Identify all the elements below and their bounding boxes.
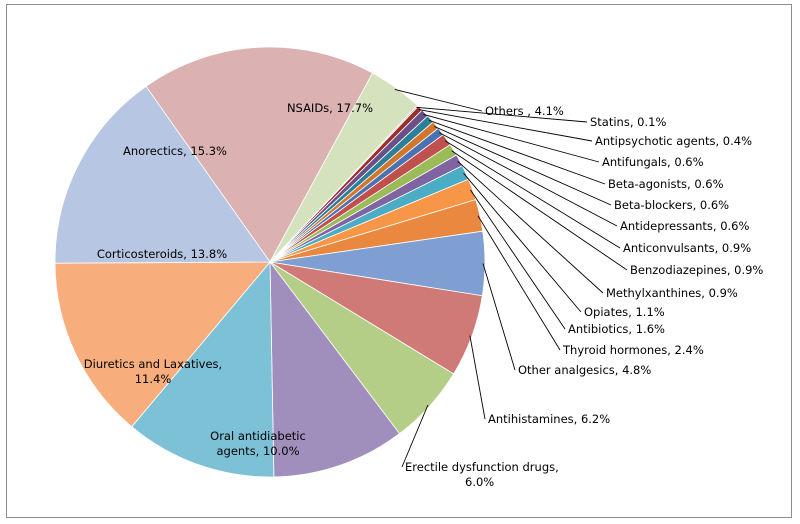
slice-label-oral-antidiabetic-agents: Oral antidiabetic agents, 10.0% [210, 429, 306, 458]
leader-line-antifungals [423, 113, 600, 163]
leader-line-other-analgesics [482, 263, 516, 371]
leader-line-antipsychotic-agents [418, 109, 593, 142]
slice-label-anorectics: Anorectics, 15.3% [123, 144, 227, 158]
slice-label-erectile-dysfunction-drugs: Erectile dysfunction drugs, 6.0% [405, 460, 559, 489]
leader-line-antibiotics [470, 189, 566, 330]
slice-label-antipsychotic-agents: Antipsychotic agents, 0.4% [595, 134, 752, 148]
slice-label-thyroid-hormones: Thyroid hormones, 2.4% [562, 343, 704, 357]
slice-label-opiates: Opiates, 1.1% [584, 305, 665, 319]
slice-label-other-analgesics: Other analgesics, 4.8% [518, 363, 651, 377]
leader-line-opiates [463, 173, 582, 313]
pie-slice-diuretics-and-laxatives [131, 260, 275, 478]
leader-line-anticonvulsants [444, 140, 621, 249]
pie-slice-corticosteroids [54, 261, 271, 428]
pie-slice-anorectics [54, 85, 271, 264]
slice-label-nsaids: NSAIDs, 17.7% [287, 101, 373, 115]
leader-line-benzodiazepines [451, 150, 628, 271]
leader-line-others [394, 88, 483, 112]
slice-label-antidepressants: Antidepressants, 0.6% [620, 219, 750, 233]
slice-label-beta-blockers: Beta-blockers, 0.6% [614, 198, 729, 212]
pie-slice-oral-antidiabetic-agents [269, 260, 401, 478]
leader-line-beta-agonists [428, 119, 606, 185]
slice-label-others: Others , 4.1% [485, 104, 564, 118]
leader-line-statins [416, 106, 588, 123]
leader-line-erectile-dysfunction-drugs [401, 404, 429, 468]
slice-label-beta-agonists: Beta-agonists, 0.6% [608, 177, 724, 191]
slice-label-methylxanthines: Methylxanthines, 0.9% [606, 286, 738, 300]
slice-label-corticosteroids: Corticosteroids, 13.8% [97, 247, 227, 261]
slice-label-statins: Statins, 0.1% [590, 115, 666, 129]
leader-line-thyroid-hormones [477, 215, 561, 351]
slice-label-benzodiazepines: Benzodiazepines, 0.9% [630, 263, 763, 277]
leader-line-methylxanthines [457, 160, 604, 294]
slice-label-diuretics-and-laxatives: Diuretics and Laxatives, 11.4% [84, 357, 222, 386]
pie-slice-nsaids [145, 46, 374, 263]
leader-line-beta-blockers [434, 125, 612, 206]
slice-label-antihistamines: Antihistamines, 6.2% [488, 412, 610, 426]
leader-line-antidepressants [438, 132, 618, 227]
leader-line-antihistamines [469, 335, 486, 420]
slice-label-anticonvulsants: Anticonvulsants, 0.9% [623, 241, 751, 255]
slice-label-antifungals: Antifungals, 0.6% [602, 155, 704, 169]
slice-label-antibiotics: Antibiotics, 1.6% [568, 322, 665, 336]
